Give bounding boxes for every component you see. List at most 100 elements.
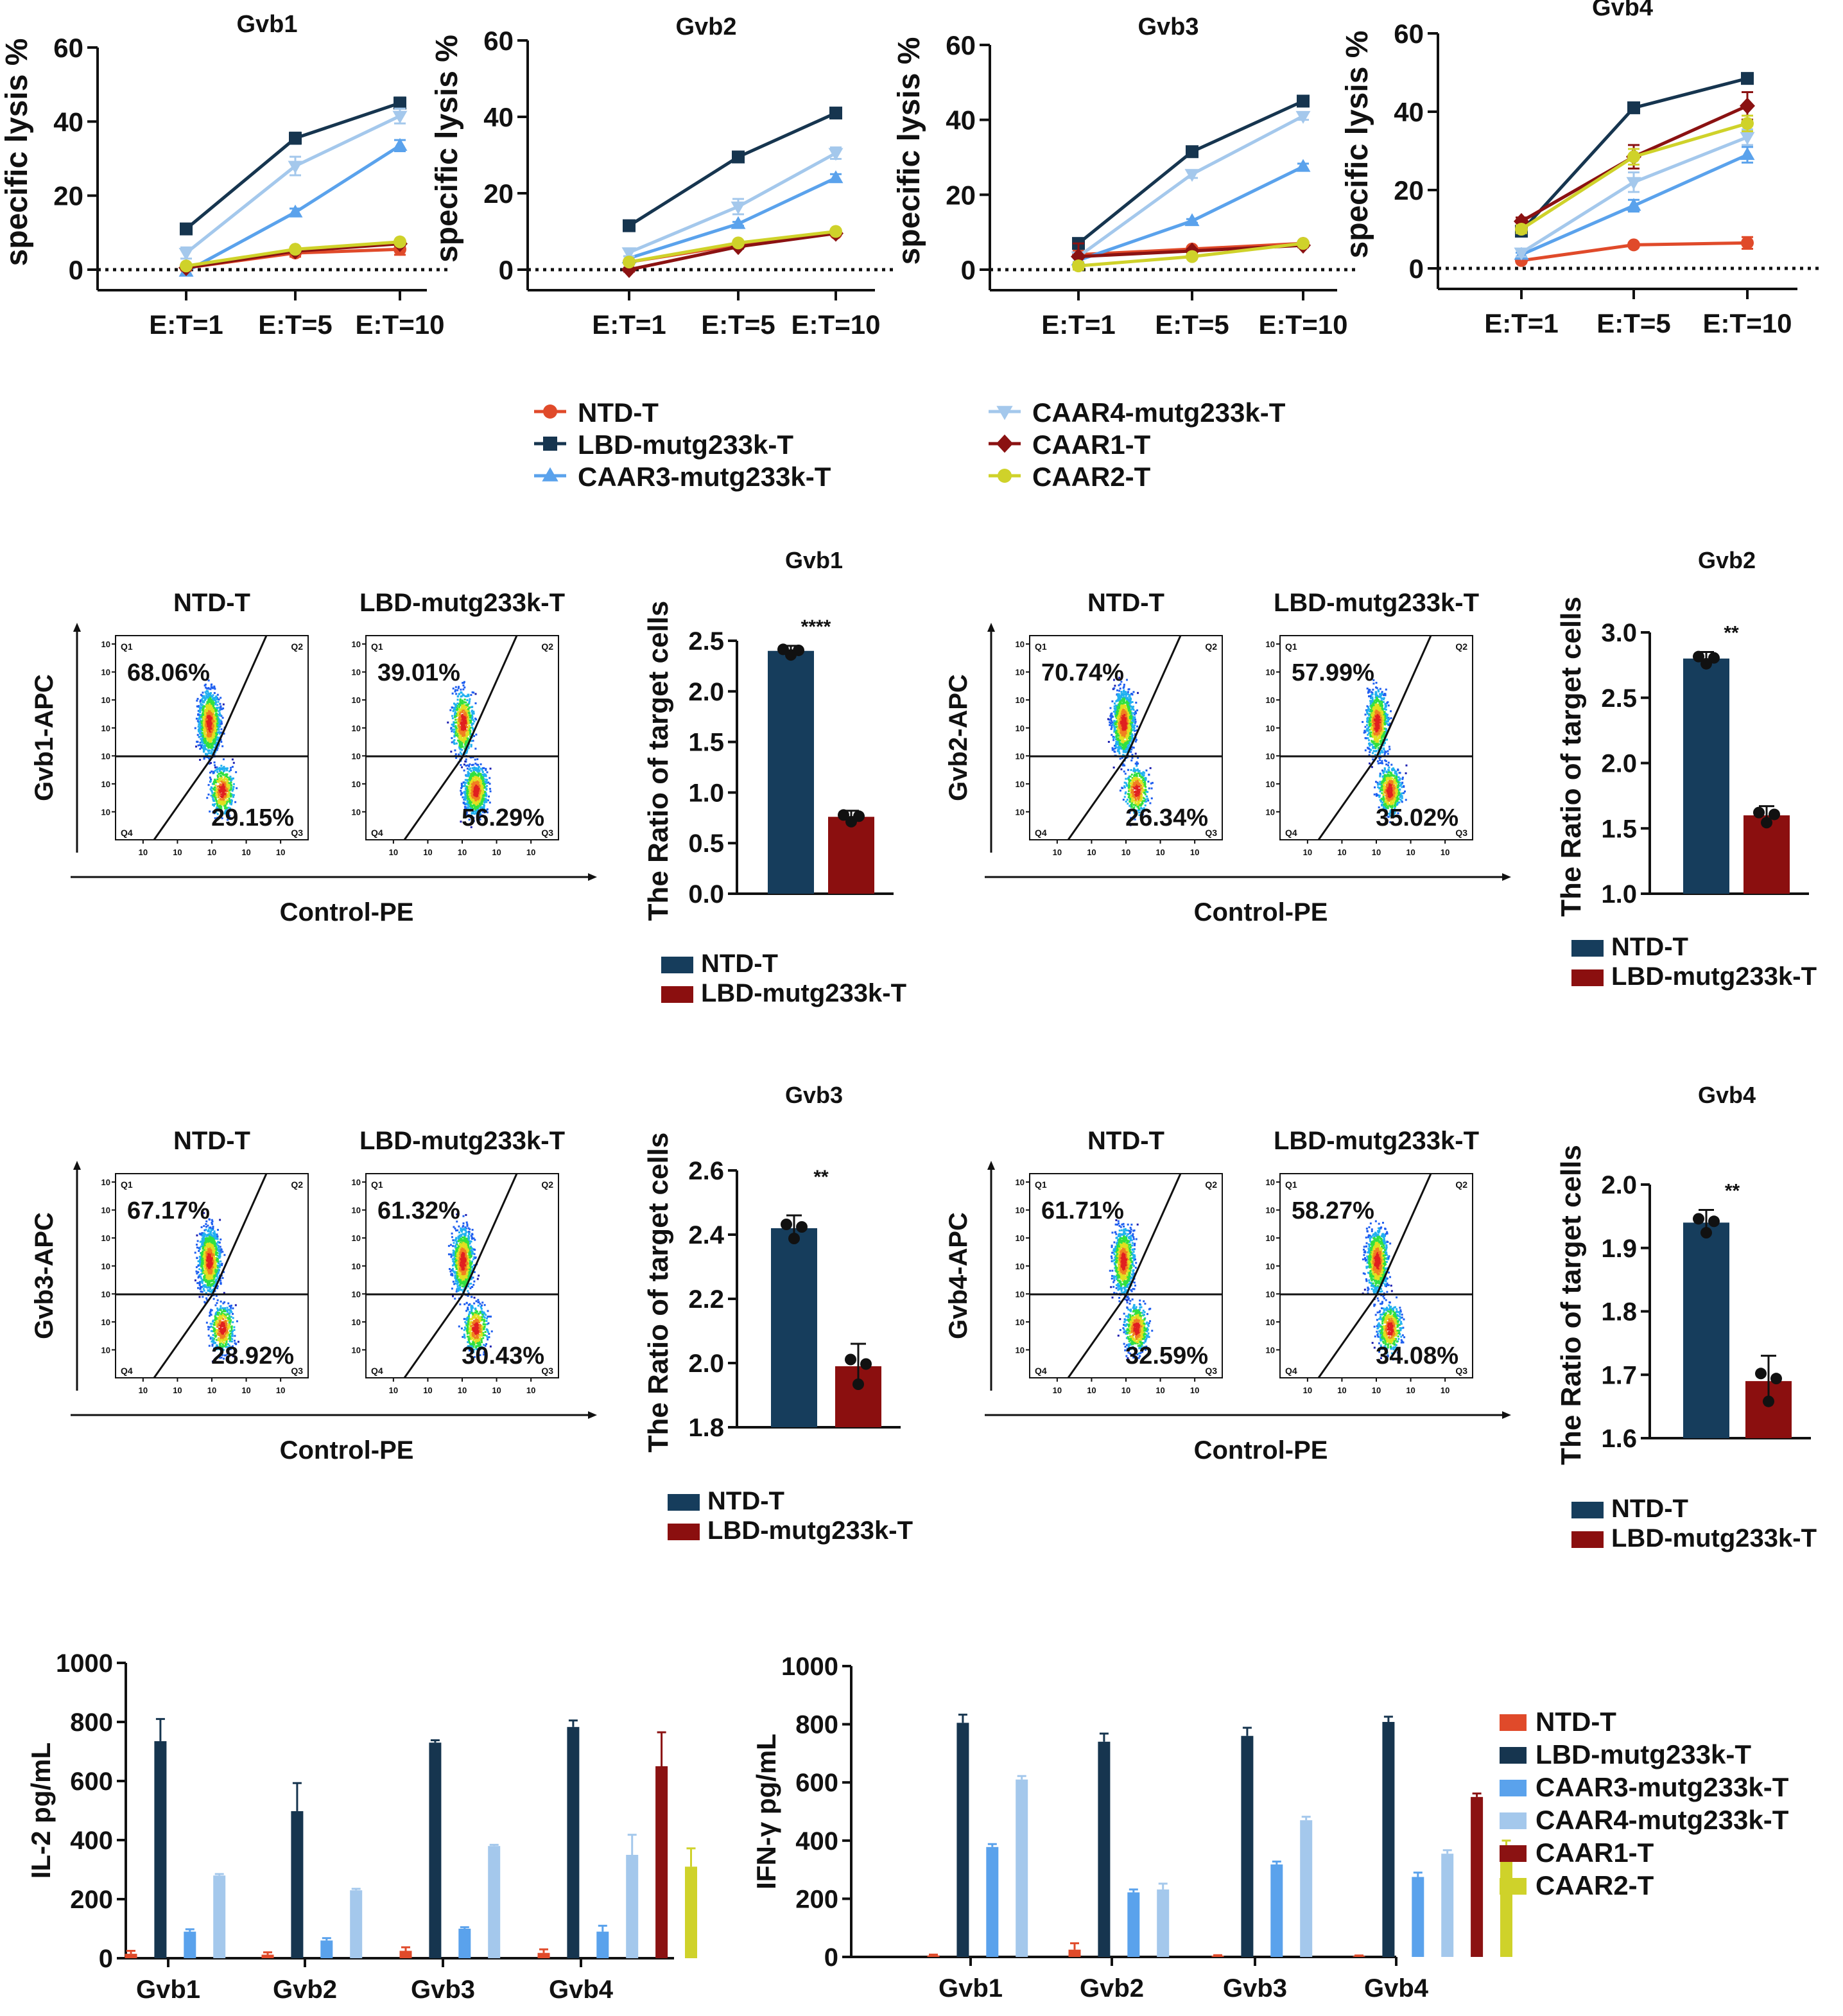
event-dot (458, 741, 461, 743)
event-dot (470, 745, 472, 748)
event-dot (199, 711, 202, 713)
event-dot (216, 733, 218, 736)
event-dot (466, 708, 469, 711)
event-dot (1135, 701, 1138, 704)
event-dot (207, 727, 210, 730)
event-dot (460, 749, 463, 751)
event-dot (202, 723, 205, 726)
event-dot (202, 738, 205, 741)
event-dot (1122, 741, 1125, 743)
event-dot (1124, 710, 1127, 713)
legend-label: CAAR3-mutg233k-T (578, 462, 831, 492)
event-dot (1125, 693, 1128, 695)
event-dot (1129, 737, 1132, 740)
event-dot (466, 749, 469, 751)
event-dot (459, 721, 462, 724)
event-dot (475, 733, 478, 736)
event-dot (453, 734, 456, 736)
event-dot (465, 718, 467, 720)
event-dot (480, 782, 483, 785)
event-dot (461, 717, 463, 720)
event-dot (214, 788, 216, 791)
event-dot (209, 691, 212, 694)
event-dot (467, 790, 469, 793)
event-dot (478, 777, 480, 779)
event-dot (202, 742, 205, 745)
x-tick-label: E:T=5 (1596, 308, 1671, 338)
event-dot (1113, 705, 1116, 708)
event-dot (453, 739, 456, 742)
data-point (1515, 223, 1528, 236)
event-dot (213, 746, 216, 749)
data-point (623, 256, 636, 269)
event-dot (467, 813, 470, 816)
event-dot (1121, 743, 1124, 745)
event-dot (1124, 707, 1127, 709)
event-dot (1141, 801, 1143, 804)
event-dot (1112, 748, 1115, 751)
event-dot (1136, 795, 1139, 797)
event-dot (476, 794, 479, 796)
event-dot (1125, 791, 1127, 794)
event-dot (1134, 788, 1137, 790)
event-dot (209, 779, 212, 782)
event-dot (458, 702, 461, 705)
event-dot (1127, 711, 1129, 714)
event-dot (1121, 704, 1123, 706)
event-dot (215, 800, 218, 803)
event-dot (223, 777, 226, 779)
event-dot (464, 760, 467, 763)
event-dot (205, 686, 207, 689)
data-point (1186, 250, 1198, 263)
event-dot (461, 766, 463, 769)
event-dot (467, 806, 469, 808)
x-tick-label: 10 (207, 847, 216, 857)
event-dot (480, 774, 482, 776)
event-dot (201, 722, 203, 724)
event-dot (195, 745, 198, 748)
event-dot (1143, 797, 1145, 800)
event-dot (1129, 733, 1132, 735)
event-dot (1114, 712, 1116, 715)
event-dot (452, 725, 454, 727)
event-dot (463, 717, 465, 720)
event-dot (456, 713, 458, 715)
event-dot (456, 695, 459, 698)
event-dot (207, 731, 209, 734)
event-dot (1130, 733, 1133, 736)
event-dot (1141, 810, 1143, 812)
event-dot (225, 806, 228, 809)
event-dot (463, 763, 465, 766)
event-dot (1122, 696, 1125, 699)
event-dot (203, 719, 206, 722)
event-dot (469, 781, 472, 784)
chart-title: Gvb4 (1592, 0, 1653, 21)
event-dot (199, 708, 202, 710)
event-dot (1123, 689, 1125, 691)
event-dot (1130, 748, 1133, 751)
y-tick-label: 10 (1016, 668, 1025, 677)
event-dot (212, 772, 214, 774)
event-dot (212, 709, 214, 712)
event-dot (456, 733, 459, 735)
event-dot (211, 721, 214, 724)
event-dot (1127, 718, 1130, 721)
event-dot (466, 726, 469, 728)
event-dot (474, 782, 477, 785)
event-dot (221, 813, 223, 816)
event-dot (231, 778, 234, 780)
event-dot (213, 730, 216, 733)
y-tick-label: 0 (499, 255, 514, 285)
event-dot (1147, 780, 1150, 783)
event-dot (1127, 740, 1129, 742)
legend-marker (996, 434, 1014, 453)
event-dot (210, 743, 212, 745)
event-dot (463, 739, 465, 742)
event-dot (219, 807, 221, 810)
event-dot (475, 780, 478, 783)
event-dot (1130, 740, 1132, 742)
event-dot (201, 695, 203, 697)
event-dot (464, 745, 467, 747)
quadrant-label: Q1 (121, 641, 133, 652)
